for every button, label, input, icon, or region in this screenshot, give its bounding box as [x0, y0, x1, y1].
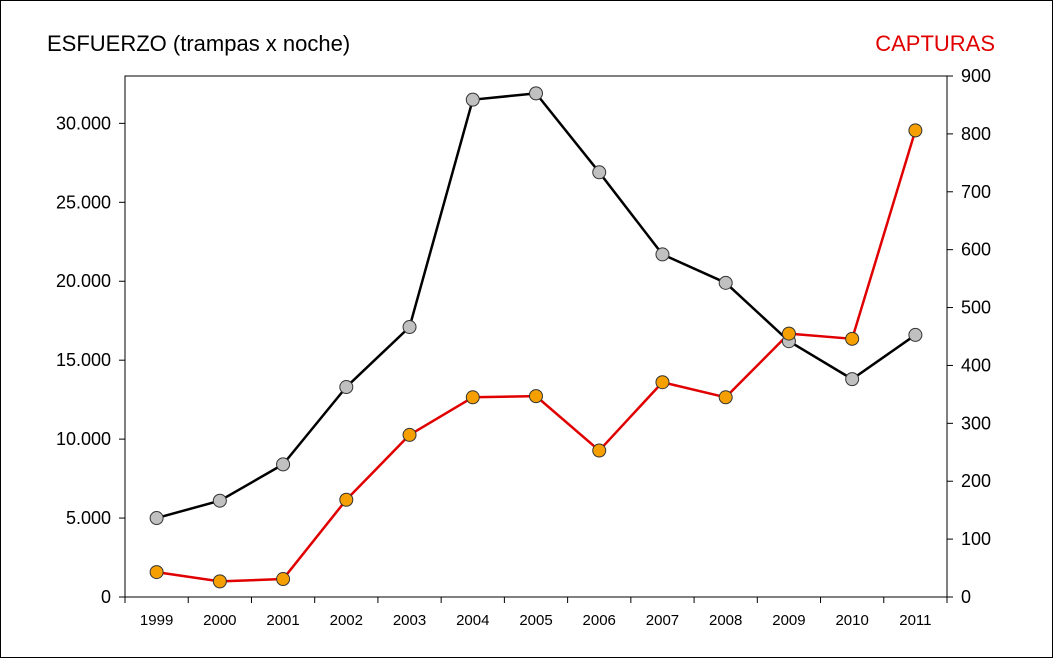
x-tick-label: 2007: [646, 612, 679, 629]
esfuerzo-point: [718, 275, 733, 290]
left-tick-label: 20.000: [56, 271, 111, 291]
right-tick-label: 900: [961, 66, 991, 86]
right-tick-label: 600: [961, 240, 991, 260]
esfuerzo-point: [339, 380, 354, 395]
capturas-point: [149, 565, 164, 580]
esfuerzo-point: [845, 372, 860, 387]
capturas-point: [465, 390, 480, 405]
right-tick-label: 500: [961, 298, 991, 318]
right-tick-label: 200: [961, 471, 991, 491]
capturas-line: [156, 130, 917, 583]
esfuerzo-point: [465, 92, 480, 107]
esfuerzo-point: [592, 165, 607, 180]
esfuerzo-point: [529, 86, 543, 101]
esfuerzo-point: [908, 327, 923, 342]
left-tick-label: 15.000: [56, 350, 111, 370]
capturas-point: [655, 375, 670, 390]
x-tick-label: 2009: [772, 612, 805, 629]
series-markers: [149, 86, 923, 589]
esfuerzo-line: [156, 92, 917, 520]
left-tick-label: 25.000: [56, 192, 111, 212]
plot-area: [124, 75, 948, 598]
capturas-point: [908, 123, 923, 138]
left-tick-label: 5.000: [66, 508, 111, 528]
esfuerzo-point: [655, 247, 670, 262]
x-tick-label: 2004: [456, 612, 489, 629]
x-tick-label: 2010: [835, 612, 868, 629]
capturas-point: [529, 389, 543, 404]
series-lines: [156, 92, 917, 583]
capturas-point: [592, 443, 607, 458]
right-tick-label: 300: [961, 413, 991, 433]
capturas-point: [402, 427, 417, 442]
x-tick-label: 2006: [583, 612, 616, 629]
capturas-point: [718, 390, 733, 405]
x-tick-label: 2000: [203, 612, 236, 629]
esfuerzo-point: [212, 493, 227, 508]
left-tick-label: 10.000: [56, 429, 111, 449]
x-tick-label: 1999: [140, 612, 173, 629]
right-axis-title: CAPTURAS: [875, 31, 995, 56]
right-tick-label: 800: [961, 124, 991, 144]
capturas-point: [339, 492, 354, 507]
x-tick-label: 2001: [266, 612, 299, 629]
right-tick-label: 400: [961, 355, 991, 375]
x-tick-label: 2002: [330, 612, 363, 629]
esfuerzo-point: [149, 511, 164, 526]
right-tick-label: 100: [961, 529, 991, 549]
x-tick-label: 2011: [899, 612, 931, 629]
right-tick-label: 700: [961, 182, 991, 202]
esfuerzo-point: [276, 457, 291, 472]
esfuerzo-point: [402, 320, 417, 335]
x-tick-label: 2005: [519, 612, 552, 629]
capturas-point: [845, 331, 860, 346]
left-tick-label: 0: [101, 587, 111, 607]
x-tick-label: 2008: [709, 612, 742, 629]
capturas-point: [276, 572, 291, 587]
left-axis-title: ESFUERZO (trampas x noche): [47, 31, 350, 56]
x-tick-label: 2003: [393, 612, 426, 629]
left-tick-label: 30.000: [56, 113, 111, 133]
capturas-point: [781, 326, 796, 341]
right-tick-label: 0: [961, 587, 971, 607]
axes: 0 5.000 10.000 15.000 20.000 25.000 30.000 0 100…: [56, 66, 991, 629]
capturas-point: [212, 574, 227, 589]
